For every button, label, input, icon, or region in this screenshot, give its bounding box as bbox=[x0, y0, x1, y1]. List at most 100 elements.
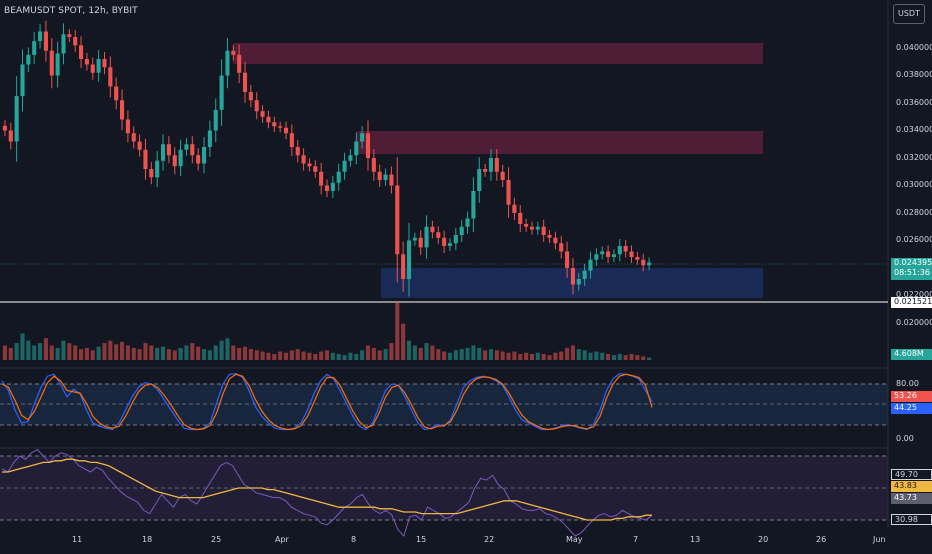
volume-bar bbox=[506, 352, 511, 360]
volume-bar bbox=[500, 351, 505, 360]
volume-bar bbox=[43, 338, 48, 360]
candle-body bbox=[319, 171, 324, 186]
price-tick: 0.038000 bbox=[896, 70, 932, 79]
candle-body bbox=[424, 226, 429, 248]
candle-body bbox=[231, 50, 236, 55]
candle-body bbox=[38, 31, 43, 42]
candle-body bbox=[447, 243, 453, 246]
candle-body bbox=[201, 147, 207, 164]
volume-bar bbox=[641, 356, 646, 360]
volume-bar bbox=[8, 347, 13, 360]
candle-body bbox=[389, 174, 394, 186]
candle-body bbox=[237, 54, 242, 73]
time-axis[interactable]: 11 18 25 Apr 8 15 22 May 7 13 20 26 Jun bbox=[0, 528, 888, 550]
volume-bar bbox=[365, 345, 371, 360]
candle-body bbox=[471, 191, 476, 219]
candle-body bbox=[43, 31, 48, 51]
volume-bar bbox=[647, 357, 652, 360]
volume-bar bbox=[623, 355, 628, 360]
candle-body bbox=[488, 158, 494, 172]
time-tick: 26 bbox=[816, 535, 827, 544]
time-tick: Jun bbox=[873, 535, 886, 544]
volume-bar bbox=[90, 350, 95, 360]
volume-bar bbox=[600, 352, 605, 360]
candle-body bbox=[553, 237, 558, 244]
candle-body bbox=[184, 144, 189, 150]
volume-bar bbox=[354, 353, 359, 360]
candle-body bbox=[430, 226, 435, 233]
candle-body bbox=[84, 59, 89, 65]
volume-bar bbox=[119, 341, 125, 360]
volume-bars bbox=[2, 302, 652, 360]
volume-bar bbox=[114, 344, 119, 360]
time-tick: 13 bbox=[690, 535, 701, 544]
rsi-ma-line bbox=[2, 458, 652, 521]
candle-body bbox=[401, 254, 406, 279]
volume-bar bbox=[570, 345, 575, 360]
volume-bar bbox=[160, 346, 166, 360]
candle-body bbox=[547, 235, 552, 238]
symbol-title[interactable]: BEAMUSDT SPOT, 12h, BYBIT bbox=[4, 6, 138, 16]
candle-body bbox=[576, 279, 581, 285]
candle-body bbox=[73, 37, 78, 46]
volume-bar bbox=[529, 353, 535, 360]
volume-bar bbox=[360, 350, 365, 360]
candle-body bbox=[32, 41, 37, 55]
volume-bar bbox=[184, 345, 189, 360]
volume-bar bbox=[547, 355, 552, 360]
supply-zone-lower bbox=[357, 131, 763, 154]
volume-bar bbox=[190, 343, 195, 360]
volume-bar bbox=[32, 345, 37, 360]
price-tick: 0.030000 bbox=[896, 180, 932, 189]
volume-bar bbox=[73, 345, 78, 360]
volume-bar bbox=[559, 351, 564, 360]
candle-body bbox=[436, 232, 441, 238]
volume-bar bbox=[61, 340, 66, 360]
candle-body bbox=[529, 226, 535, 230]
candle-body bbox=[570, 268, 575, 285]
countdown-value: 08:51:36 bbox=[894, 268, 930, 277]
volume-bar bbox=[324, 350, 330, 360]
candle-body bbox=[518, 213, 523, 224]
price-tick: 0.020000 bbox=[896, 318, 932, 327]
candle-body bbox=[611, 254, 616, 257]
volume-bar bbox=[524, 352, 529, 360]
candle-body bbox=[330, 182, 335, 191]
candle-body bbox=[14, 96, 19, 142]
time-tick: 22 bbox=[484, 535, 495, 544]
candle-body bbox=[647, 262, 652, 266]
volume-bar bbox=[26, 340, 31, 360]
volume-bar bbox=[260, 351, 265, 360]
volume-bar bbox=[125, 345, 130, 360]
price-tick: 0.036000 bbox=[896, 98, 932, 107]
volume-bar bbox=[447, 352, 453, 360]
stoch-d-tag: 44.25 bbox=[891, 403, 932, 414]
candle-body bbox=[360, 133, 365, 142]
stoch-tick: 0.00 bbox=[896, 434, 914, 443]
candle-body bbox=[49, 50, 54, 76]
volume-bar bbox=[38, 343, 43, 360]
currency-button[interactable]: USDT bbox=[893, 4, 925, 24]
candle-body bbox=[453, 235, 458, 244]
candle-body bbox=[383, 174, 388, 180]
rsi-lines bbox=[1, 448, 653, 537]
volume-bar bbox=[79, 349, 84, 360]
stoch-band bbox=[0, 384, 888, 425]
candle-body bbox=[606, 251, 611, 257]
volume-bar bbox=[201, 349, 207, 360]
candle-body bbox=[442, 237, 447, 246]
stoch-k-tag: 53.26 bbox=[891, 391, 932, 402]
volume-bar bbox=[576, 349, 581, 360]
candle-body bbox=[512, 204, 517, 213]
time-tick: Apr bbox=[275, 535, 289, 544]
candle-body bbox=[260, 111, 265, 117]
time-tick: May bbox=[566, 535, 583, 544]
time-tick: 7 bbox=[633, 535, 639, 544]
volume-bar bbox=[512, 351, 517, 360]
candle-body bbox=[617, 246, 622, 255]
volume-bar bbox=[155, 347, 160, 360]
volume-bar bbox=[477, 347, 482, 360]
current-price-value: 0.024395 bbox=[894, 258, 932, 267]
